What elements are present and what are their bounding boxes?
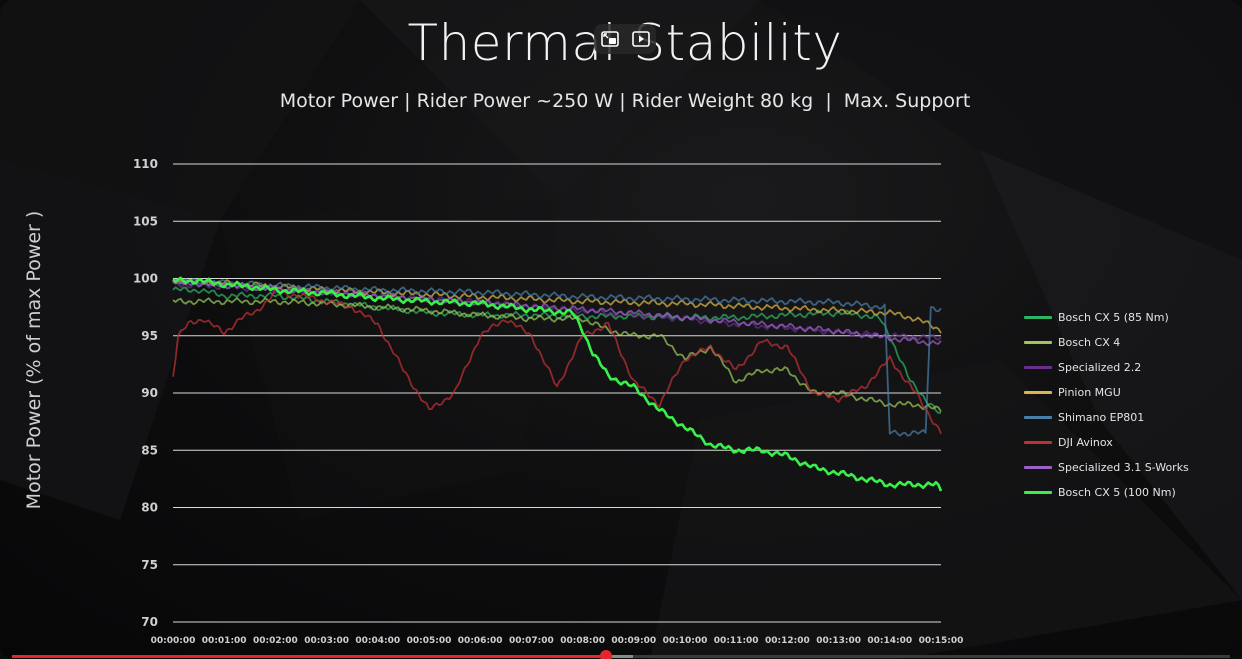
progress-scrubber[interactable]: [600, 650, 613, 659]
legend-label: Bosch CX 5 (100 Nm): [1058, 486, 1176, 499]
legend-swatch: [1024, 316, 1052, 319]
legend-label: Specialized 3.1 S-Works: [1058, 461, 1189, 474]
x-tick-label: 00:13:00: [816, 636, 861, 646]
player-overlay-controls: [594, 24, 656, 54]
legend-item: Bosch CX 4: [1024, 330, 1189, 355]
x-tick-label: 00:10:00: [663, 636, 708, 646]
y-tick-label: 105: [133, 214, 158, 228]
legend-swatch: [1024, 391, 1052, 394]
series-line: [172, 297, 942, 413]
legend-swatch: [1024, 441, 1052, 444]
legend-item: Shimano EP801: [1024, 405, 1189, 430]
x-tick-label: 00:02:00: [253, 636, 298, 646]
legend-swatch: [1024, 416, 1052, 419]
miniplayer-icon[interactable]: [599, 28, 621, 50]
x-tick-label: 00:04:00: [355, 636, 400, 646]
y-tick-label: 80: [141, 501, 158, 515]
x-tick-label: 00:03:00: [304, 636, 349, 646]
x-tick-label: 00:08:00: [560, 636, 605, 646]
x-tick-label: 00:11:00: [714, 636, 759, 646]
legend-swatch: [1024, 341, 1052, 344]
legend-label: Specialized 2.2: [1058, 361, 1142, 374]
legend-swatch: [1024, 491, 1052, 494]
x-tick-label: 00:12:00: [765, 636, 810, 646]
series-line: [172, 277, 942, 334]
legend-item: Specialized 2.2: [1024, 355, 1189, 380]
legend-label: DJI Avinox: [1058, 436, 1113, 449]
grid: [173, 163, 941, 623]
x-tick-label: 00:06:00: [458, 636, 503, 646]
x-tick-label: 00:05:00: [407, 636, 452, 646]
y-tick-label: 95: [141, 329, 158, 343]
y-tick-label: 85: [141, 443, 158, 457]
legend-item: Pinion MGU: [1024, 380, 1189, 405]
x-tick-label: 00:01:00: [202, 636, 247, 646]
series-line: [172, 277, 942, 437]
play-queue-icon[interactable]: [630, 28, 652, 50]
y-tick-label: 70: [141, 615, 158, 629]
series-line: [172, 278, 942, 347]
x-tick-label: 00:07:00: [509, 636, 554, 646]
y-tick-label: 75: [141, 558, 158, 572]
chart-subtitle: Motor Power | Rider Power ~250 W | Rider…: [279, 90, 971, 112]
legend-swatch: [1024, 366, 1052, 369]
video-progress-bar[interactable]: [12, 650, 1230, 659]
series-line: [172, 288, 942, 435]
y-ticks: 70 75 80 85 90 95 100 105 110: [133, 157, 158, 629]
legend-swatch: [1024, 466, 1052, 469]
x-tick-label: 00:14:00: [867, 636, 912, 646]
progress-played: [12, 655, 607, 658]
legend-label: Bosch CX 5 (85 Nm): [1058, 311, 1169, 324]
y-tick-label: 90: [141, 386, 158, 400]
x-ticks: 00:00:00 00:01:00 00:02:00 00:03:00 00:04:00…: [151, 636, 964, 646]
legend-label: Pinion MGU: [1058, 386, 1121, 399]
legend-item: Specialized 3.1 S-Works: [1024, 455, 1189, 480]
chart-legend: Bosch CX 5 (85 Nm) Bosch CX 4 Specialized …: [1024, 305, 1189, 505]
legend-label: Shimano EP801: [1058, 411, 1145, 424]
y-tick-label: 100: [133, 272, 158, 286]
legend-label: Bosch CX 4: [1058, 336, 1121, 349]
series-line: [172, 276, 943, 492]
x-tick-label: 00:15:00: [919, 636, 964, 646]
legend-item: DJI Avinox: [1024, 430, 1189, 455]
x-tick-label: 00:09:00: [611, 636, 656, 646]
series-lines: [172, 276, 943, 492]
x-tick-label: 00:00:00: [151, 636, 196, 646]
series-line: [172, 286, 942, 414]
y-tick-label: 110: [133, 157, 158, 171]
legend-item: Bosch CX 5 (100 Nm): [1024, 480, 1189, 505]
legend-item: Bosch CX 5 (85 Nm): [1024, 305, 1189, 330]
